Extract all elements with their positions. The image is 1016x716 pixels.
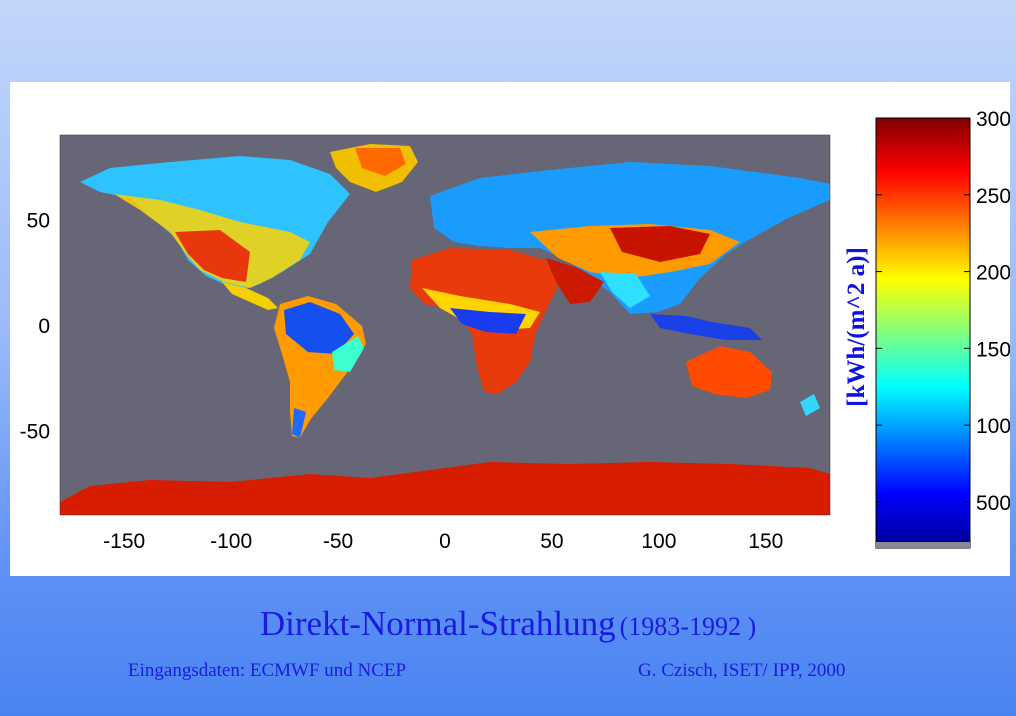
caption-author: G. Czisch, ISET/ IPP, 2000	[638, 660, 846, 681]
land-indonesia	[650, 314, 762, 340]
x-tick-label: -100	[210, 530, 252, 553]
land-central-america	[222, 282, 278, 310]
land-arabia	[546, 258, 604, 304]
x-axis: -150 -100 -50 0 50 100 150	[103, 530, 783, 553]
colorbar-tick-label: 2500	[976, 185, 1010, 208]
land-greenland-core	[355, 148, 406, 176]
y-tick-label: 0	[38, 315, 50, 338]
caption-title: Direkt-Normal-Strahlung	[259, 604, 616, 643]
land-sw-north-america	[175, 230, 250, 282]
colorbar-tick-label: 3000	[976, 108, 1010, 131]
land-antarctica	[60, 462, 830, 515]
y-axis: 50 0 -50	[20, 209, 50, 443]
x-tick-label: 50	[540, 530, 563, 553]
land-congo	[450, 308, 526, 334]
x-tick-label: -50	[323, 530, 353, 553]
colorbar-nodata	[876, 542, 970, 548]
land-brazil-east	[332, 336, 364, 372]
colorbar-label: [kWh/(m^2 a)]	[843, 247, 870, 407]
caption-period: (1983-1992 )	[619, 612, 757, 641]
colorbar-tick-label: 500	[976, 492, 1010, 515]
land-amazon	[284, 302, 354, 354]
figure-caption: Direkt-Normal-Strahlung (1983-1992 )	[0, 604, 1016, 644]
land-regions	[60, 144, 830, 515]
land-patagonia	[292, 408, 306, 438]
colorbar-ticks: 500 1000 1500 2000 2500 3000	[876, 108, 1010, 515]
land-south-asia	[600, 272, 650, 308]
y-tick-label: -50	[20, 421, 50, 444]
colorbar-tick-label: 1000	[976, 415, 1010, 438]
y-tick-label: 50	[27, 209, 50, 232]
caption-source: Eingangsdaten: ECMWF und NCEP	[128, 660, 407, 681]
x-tick-label: 0	[439, 530, 451, 553]
plot-frame	[59, 134, 831, 516]
land-new-zealand	[800, 394, 820, 416]
colorbar-tick-label: 1500	[976, 338, 1010, 361]
colorbar-tick-label: 2000	[976, 262, 1010, 285]
colorbar	[875, 117, 971, 549]
land-tibet	[610, 226, 710, 262]
land-australia	[686, 346, 772, 398]
x-tick-label: 100	[641, 530, 676, 553]
x-tick-label: 150	[748, 530, 783, 553]
x-tick-label: -150	[103, 530, 145, 553]
